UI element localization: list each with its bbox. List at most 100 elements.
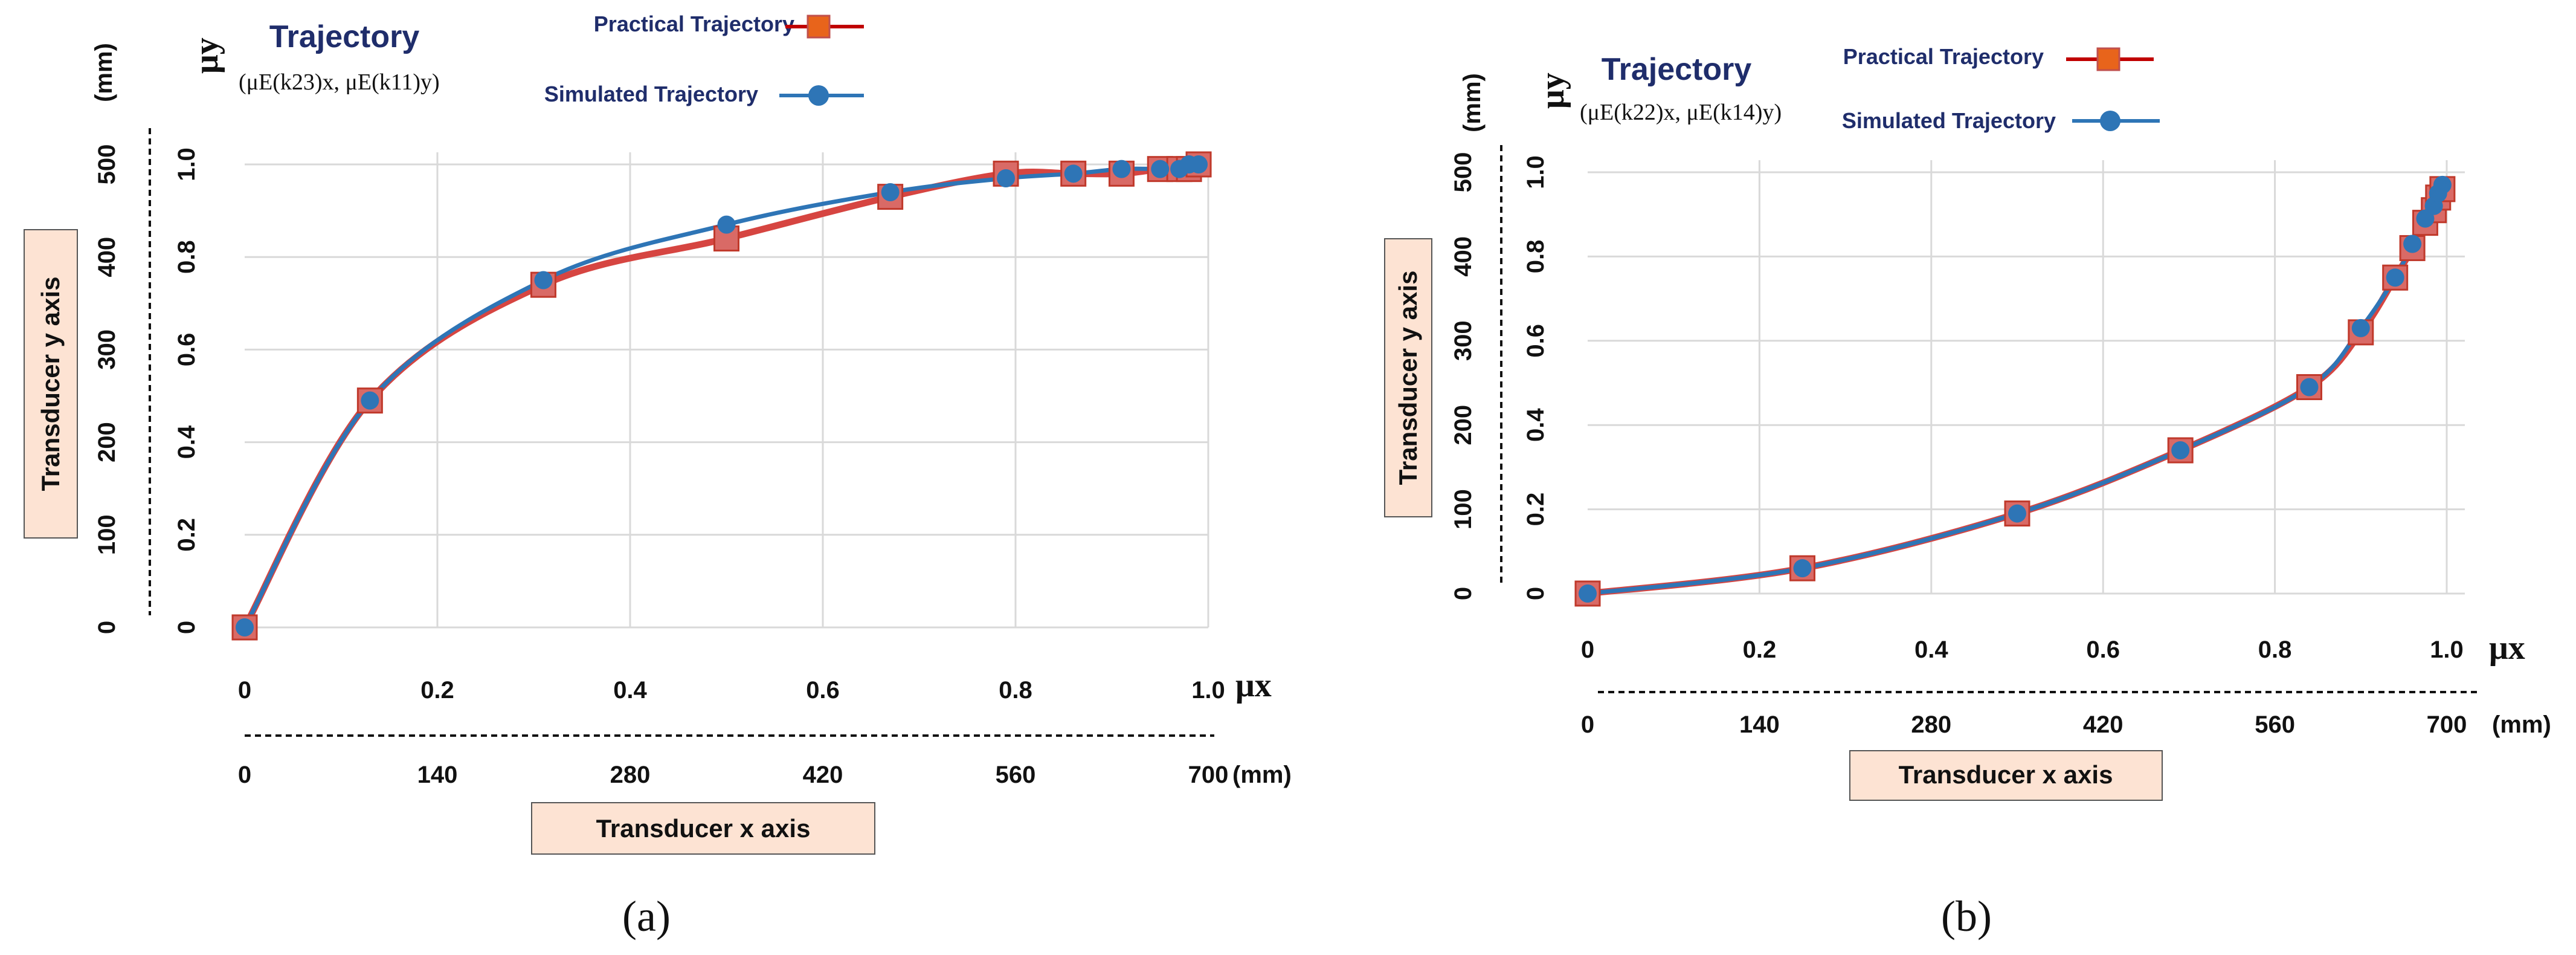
y-mm-tick-label: 0: [94, 621, 120, 634]
data-point-simulated: [2300, 378, 2319, 397]
y-transducer-label: Transducer y axis: [36, 277, 65, 491]
y-mm-tick-label: 300: [1450, 320, 1476, 361]
data-point-simulated: [881, 183, 900, 201]
x-mm-tick-label: 280: [610, 762, 651, 788]
data-point-simulated: [997, 169, 1016, 187]
x-tick-label: 1.0: [2430, 636, 2464, 663]
y-mm-tick-label: 200: [1450, 405, 1476, 445]
y-tick-labels: 0 0.2 0.4 0.6 0.8 1.0: [173, 147, 200, 634]
y-transducer-box: [24, 229, 78, 539]
x-mm-tick-label: 420: [2083, 711, 2124, 738]
data-point-simulated: [2433, 175, 2452, 194]
y-mm-tick-label: 300: [94, 329, 120, 370]
y-mm-tick-label: 500: [94, 144, 120, 185]
y-mu-label: μy: [1534, 73, 1571, 109]
panel-b: 0 0.2 0.4 0.6 0.8 1.0 0 0.2 0.4 0.6 0.8 1.0 0 140 28…: [1384, 44, 2551, 940]
x-tick-label: 0.4: [613, 677, 647, 704]
x-mm-tick-labels: 0 140 280 420 560 700: [238, 762, 1229, 788]
y-unit-label: (mm): [1459, 73, 1486, 132]
chart-subtitle: (μE(k23)x, μE(k11)y): [239, 70, 440, 95]
y-tick-label: 0.2: [173, 518, 200, 552]
x-tick-label: 0.6: [2086, 636, 2120, 663]
y-mm-tick-label: 500: [1450, 152, 1476, 193]
y-tick-label: 0.6: [173, 333, 200, 367]
data-point-simulated: [1190, 155, 1208, 173]
panel-a: 0 0.2 0.4 0.6 0.8 1.0 0 0.2 0.4 0.6 0.8 1.0 0 140 28…: [24, 11, 1292, 940]
data-point-simulated: [1793, 559, 1812, 578]
x-mm-tick-label: 560: [2255, 711, 2295, 738]
chart-title: Trajectory: [1602, 52, 1752, 87]
data-point-simulated: [361, 391, 379, 410]
legend-marker-practical: [2096, 47, 2120, 71]
y-unit-label: (mm): [91, 43, 117, 102]
y-transducer-box: [1384, 238, 1432, 517]
x-mm-tick-label: 560: [996, 762, 1036, 788]
x-tick-label: 0.8: [999, 677, 1032, 704]
y-mm-tick-label: 400: [1450, 236, 1476, 277]
x-tick-label: 0: [1581, 636, 1594, 663]
data-point-simulated: [2171, 441, 2190, 460]
data-point-simulated: [1112, 160, 1131, 178]
data-point-simulated: [1064, 164, 1083, 183]
x-tick-label: 0.6: [806, 677, 840, 704]
x-tick-label: 0: [238, 677, 251, 704]
x-mm-tick-label: 700: [1188, 762, 1229, 788]
y-tick-label: 0: [1522, 587, 1549, 600]
y-mm-tick-labels: 0 100 200 300 400 500: [94, 144, 120, 635]
y-tick-label: 0.4: [1522, 408, 1549, 442]
x-mm-tick-label: 280: [1911, 711, 1951, 738]
y-mm-tick-label: 400: [94, 237, 120, 277]
x-unit-label: (mm): [2492, 711, 2551, 738]
x-tick-label: 0.2: [420, 677, 454, 704]
plot-markers: [231, 151, 1212, 641]
y-mm-tick-label: 100: [1450, 489, 1476, 529]
chart-title: Trajectory: [269, 19, 420, 54]
y-tick-label: 1.0: [1522, 155, 1549, 189]
y-mm-tick-label: 0: [1450, 587, 1476, 600]
x-transducer-box: [531, 802, 875, 855]
x-tick-labels: 0 0.2 0.4 0.6 0.8 1.0: [238, 677, 1225, 704]
panel-label-b: (b): [1941, 892, 1992, 940]
x-mm-tick-label: 140: [417, 762, 458, 788]
x-tick-label: 1.0: [1191, 677, 1225, 704]
x-mm-tick-label: 420: [803, 762, 843, 788]
x-mu-label: μx: [2489, 629, 2525, 667]
y-tick-label: 0.4: [173, 425, 200, 459]
x-mu-label: μx: [1235, 667, 1272, 704]
legend-label-simulated: Simulated Trajectory: [1842, 108, 2056, 133]
panel-label-a: (a): [622, 892, 671, 940]
x-tick-label: 0.8: [2258, 636, 2292, 663]
data-point-simulated: [2008, 504, 2026, 523]
x-mm-tick-label: 700: [2427, 711, 2467, 738]
x-transducer-box: [1849, 750, 2163, 801]
data-point-simulated: [534, 271, 553, 290]
x-tick-label: 0.4: [1914, 636, 1948, 663]
y-tick-label: 0.2: [1522, 493, 1549, 526]
data-point-simulated: [1579, 584, 1597, 603]
y-tick-label: 0.8: [173, 240, 200, 274]
y-transducer-label: Transducer y axis: [1394, 271, 1422, 485]
x-mm-tick-label: 0: [1581, 711, 1594, 738]
x-tick-label: 0.2: [1743, 636, 1777, 663]
legend-marker-simulated: [2100, 111, 2120, 131]
x-mm-tick-label: 0: [238, 762, 251, 788]
legend-label-practical: Practical Trajectory: [594, 11, 794, 36]
data-point-simulated: [2386, 268, 2404, 287]
plot-grid: [1588, 160, 2465, 595]
y-tick-label: 0.8: [1522, 240, 1549, 274]
data-point-simulated: [1151, 160, 1170, 178]
x-unit-label: (mm): [1232, 762, 1292, 788]
x-tick-labels: 0 0.2 0.4 0.6 0.8 1.0: [1581, 636, 2464, 663]
y-mu-label: μy: [188, 37, 225, 74]
y-tick-labels: 0 0.2 0.4 0.6 0.8 1.0: [1522, 155, 1549, 600]
y-tick-label: 1.0: [173, 147, 200, 181]
plot-markers: [1574, 175, 2456, 607]
y-mm-tick-label: 100: [94, 514, 120, 555]
y-tick-label: 0: [173, 621, 200, 634]
x-transducer-label: Transducer x axis: [596, 814, 811, 843]
legend-label-simulated: Simulated Trajectory: [544, 82, 758, 106]
x-mm-tick-labels: 0 140 280 420 560 700: [1581, 711, 2467, 738]
y-tick-label: 0.6: [1522, 324, 1549, 358]
data-point-simulated: [717, 215, 736, 234]
